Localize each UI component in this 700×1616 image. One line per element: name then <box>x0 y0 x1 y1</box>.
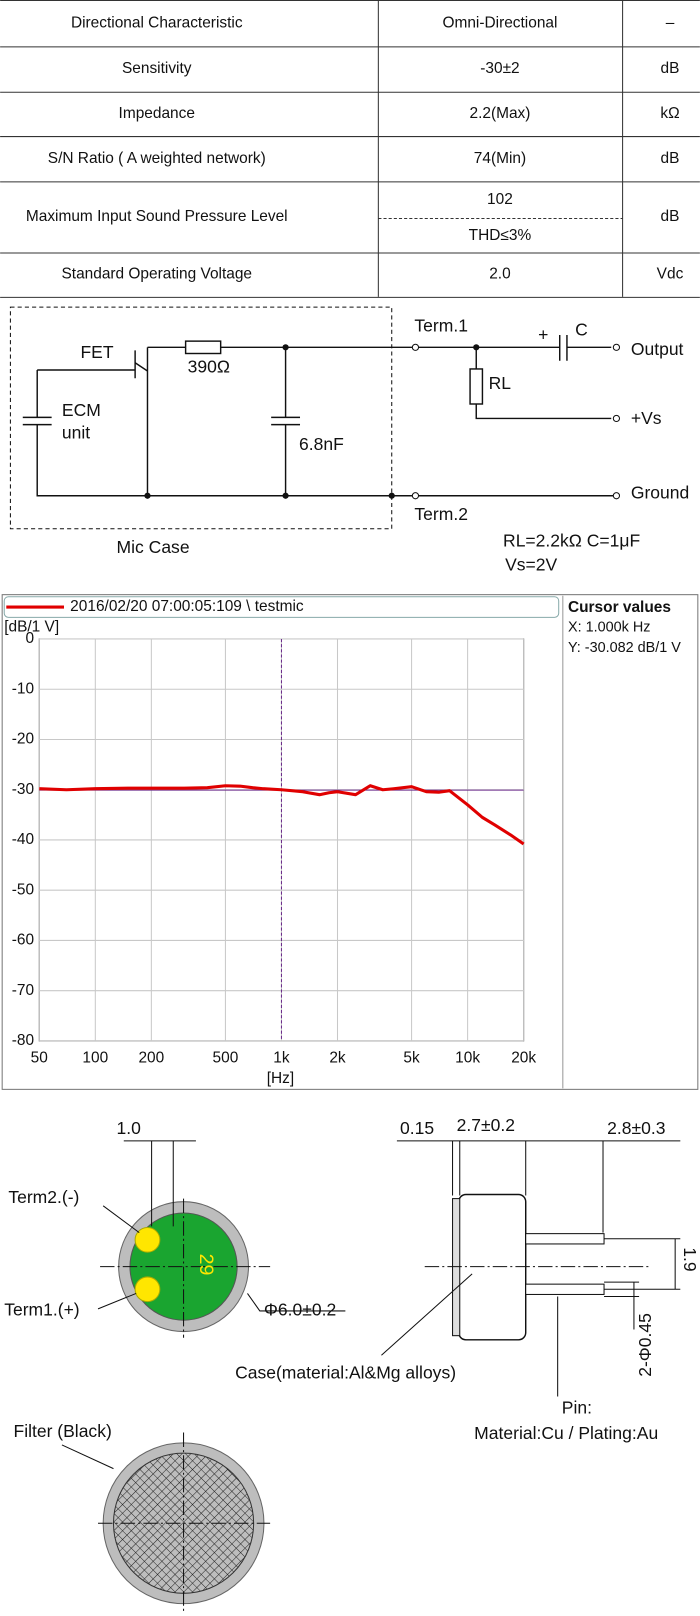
value: -30±2 <box>480 60 519 77</box>
unit: kΩ <box>660 105 679 122</box>
mic-case-box <box>9 306 393 530</box>
parameter: Sensitivity <box>122 60 192 77</box>
drawing-label: Term2.(-) <box>8 1187 79 1207</box>
terminals <box>411 343 621 500</box>
circuit-label: unit <box>62 423 90 443</box>
y-tick-label: -30 <box>12 781 34 798</box>
drawing-label: 2-Φ0.45 <box>635 1313 655 1377</box>
y-tick-label: -10 <box>12 680 34 697</box>
cursor-y-label: Y: -30.082 dB/1 V <box>568 640 681 656</box>
x-tick-label: 200 <box>138 1050 164 1067</box>
value: 2.0 <box>489 266 510 283</box>
drawing-label: Term1.(+) <box>4 1300 79 1320</box>
chart-frame <box>1 594 699 1090</box>
drawing-label: 0.15 <box>400 1118 434 1138</box>
parameter: Maximum Input Sound Pressure Level <box>26 208 288 225</box>
line-series <box>39 784 525 846</box>
circuit-label: + <box>538 325 548 345</box>
circuit-label: ECM <box>62 400 101 420</box>
value: 74(Min) <box>474 150 526 167</box>
circuit-label: +Vs <box>631 408 662 428</box>
y-tick-label: 0 <box>26 630 35 647</box>
y-tick-label: -20 <box>12 731 34 748</box>
circuit-label: RL <box>489 373 512 393</box>
resistor <box>184 340 222 355</box>
circuit-label: RL=2.2kΩ C=1μF <box>503 531 640 551</box>
parameter: Impedance <box>119 105 195 122</box>
x-tick-label: 1k <box>273 1050 290 1067</box>
x-tick-label: 500 <box>213 1050 239 1067</box>
drawing-label: Φ6.0±0.2 <box>264 1300 336 1320</box>
chart-panel <box>1 594 699 1090</box>
mechanical-drawing <box>61 1140 681 1613</box>
circuit-label: Term.2 <box>414 504 468 524</box>
y-tick-label: -70 <box>12 982 34 999</box>
drawing-label: 2.7±0.2 <box>457 1115 515 1135</box>
circuit-label: Term.1 <box>414 315 468 335</box>
drawing-label: Material:Cu / Plating:Au <box>474 1423 658 1443</box>
legend-label: 2016/02/20 07:00:05:109 \ testmic <box>70 598 304 615</box>
pad <box>134 1226 161 1253</box>
parameter: Standard Operating Voltage <box>61 266 252 283</box>
center-lines <box>100 1198 271 1338</box>
drawing-label: 1.0 <box>117 1118 142 1138</box>
x-tick-label: 100 <box>82 1050 108 1067</box>
x-tick-label: 20k <box>511 1050 536 1067</box>
nodes <box>144 344 480 499</box>
wires <box>36 346 617 497</box>
x-tick-label: 50 <box>31 1050 48 1067</box>
leaders <box>97 1140 346 1312</box>
value: Omni-Directional <box>442 14 557 31</box>
components <box>22 334 568 426</box>
pad <box>134 1276 161 1303</box>
y-tick-label: -40 <box>12 831 34 848</box>
parameter: Directional Characteristic <box>71 14 243 31</box>
unit: – <box>666 14 675 31</box>
unit: Vdc <box>657 266 684 283</box>
pin <box>525 1233 605 1245</box>
resistor-rl <box>469 368 484 405</box>
cursor-title: Cursor values <box>568 599 671 616</box>
drawing-label: Case(material:Al&Mg alloys) <box>235 1362 456 1382</box>
circuit-label: 6.8nF <box>299 434 344 454</box>
circuit-label: Mic Case <box>117 537 190 557</box>
value: 2.2(Max) <box>470 105 531 122</box>
note: THD≤3% <box>469 227 532 244</box>
center-lines <box>98 1432 271 1613</box>
value: 102 <box>487 191 513 208</box>
x-tick-label: 5k <box>403 1050 420 1067</box>
circuit-label: Ground <box>631 482 689 502</box>
y-tick-label: -50 <box>12 881 34 898</box>
x-axis-label: [Hz] <box>267 1070 294 1087</box>
circuit-label: FET <box>80 342 113 362</box>
drawing-label: Pin: <box>562 1397 592 1417</box>
unit: dB <box>661 150 680 167</box>
drawing-label: 1.9 <box>680 1247 700 1271</box>
unit: dB <box>661 208 680 225</box>
dimension-lines <box>381 1140 681 1397</box>
circuit-diagram <box>9 306 621 530</box>
y-tick-label: -60 <box>12 932 34 949</box>
cursor-x-label: X: 1.000k Hz <box>568 619 650 635</box>
circuit-label: 390Ω <box>188 357 230 377</box>
circuit-label: Vs=2V <box>505 554 557 574</box>
circuit-label: C <box>575 319 588 339</box>
x-tick-label: 10k <box>455 1050 480 1067</box>
x-tick-label: 2k <box>329 1050 346 1067</box>
y-tick-label: -80 <box>12 1032 34 1049</box>
parameter: S/N Ratio ( A weighted network) <box>48 150 266 167</box>
leader <box>61 1444 114 1470</box>
circuit-label: Output <box>631 339 684 359</box>
drawing-label: Filter (Black) <box>14 1421 112 1441</box>
unit: dB <box>661 60 680 77</box>
drawing-label: 29 <box>195 1254 217 1276</box>
y-axis-label: [dB/1 V] <box>4 619 59 636</box>
drawing-label: 2.8±0.3 <box>607 1118 665 1138</box>
legend-box <box>3 596 560 618</box>
pin <box>525 1283 605 1295</box>
